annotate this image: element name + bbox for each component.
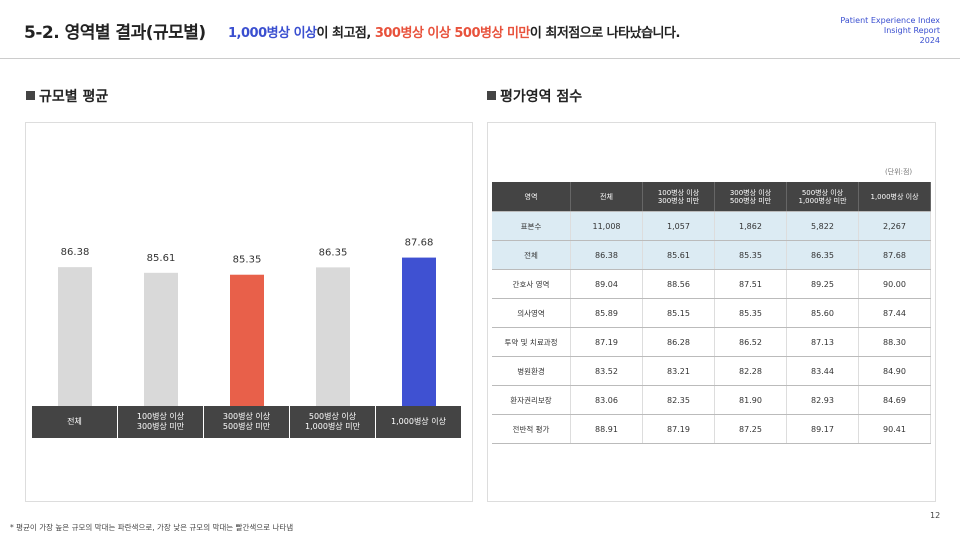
column-header: 500병상 이상 1,000병상 미만 <box>786 182 859 212</box>
bar <box>402 257 436 406</box>
row-header: 전체 <box>492 240 571 270</box>
table-cell: 83.52 <box>570 356 643 386</box>
headline-part: 1,000병상 이상 <box>228 26 317 41</box>
category-label: 500병상 이상 1,000병상 미만 <box>290 406 375 438</box>
header-row: 영역 전체 100병상 이상 300병상 미만 300병상 이상 500병상 미만 50… <box>492 182 931 212</box>
table-cell: 87.25 <box>714 414 787 444</box>
category-label: 1,000병상 이상 <box>376 406 461 438</box>
section-title: 규모별 평균 <box>26 86 108 106</box>
table-cell: 83.06 <box>570 385 643 415</box>
table-row: 환자권리보장 83.06 82.35 81.90 82.93 84.69 <box>492 385 931 415</box>
brand-line: 2024 <box>919 36 940 45</box>
headline: 1,000병상 이상이 최고점, 300병상 이상 500병상 미만이 최저점으… <box>228 22 680 41</box>
unit-note: (단위:점) <box>885 168 913 176</box>
table-cell: 82.93 <box>786 385 859 415</box>
table-row: 병원환경 83.52 83.21 82.28 83.44 84.90 <box>492 356 931 386</box>
category-label: 전체 <box>32 406 117 438</box>
value-label: 86.38 <box>61 247 90 258</box>
column-header: 300병상 이상 500병상 미만 <box>714 182 787 212</box>
table-cell: 87.19 <box>570 327 643 357</box>
value-label: 86.35 <box>319 247 348 258</box>
table-panel <box>487 122 936 502</box>
table-cell: 86.38 <box>570 240 643 270</box>
table-cell: 85.35 <box>714 240 787 270</box>
row-header: 간호사 영역 <box>492 269 571 299</box>
footnote: * 평균이 가장 높은 규모의 막대는 파란색으로, 가장 낮은 규모의 막대는… <box>10 523 294 532</box>
table-cell: 11,008 <box>570 211 643 241</box>
table-row: 투약 및 치료과정 87.19 86.28 86.52 87.13 88.30 <box>492 327 931 357</box>
headline-part: 300병상 이상 500병상 미만 <box>374 26 531 41</box>
table-cell: 85.60 <box>786 298 859 328</box>
table-cell: 81.90 <box>714 385 787 415</box>
column-header: 100병상 이상 300병상 미만 <box>642 182 715 212</box>
bar <box>58 267 92 406</box>
bar <box>144 272 178 406</box>
headline-part: 이 최고점, <box>316 26 375 41</box>
row-header: 투약 및 치료과정 <box>492 327 571 357</box>
value-label: 85.35 <box>233 255 262 266</box>
headline-part: 이 최저점으로 나타났습니다. <box>529 26 681 41</box>
table-cell: 85.61 <box>642 240 715 270</box>
bar <box>230 274 264 406</box>
value-label: 85.61 <box>147 253 176 264</box>
table-row: 전반적 평가 88.91 87.19 87.25 89.17 90.41 <box>492 414 931 444</box>
score-table: 영역 전체 100병상 이상 300병상 미만 300병상 이상 500병상 미만 50… <box>492 182 931 444</box>
row-header: 병원환경 <box>492 356 571 386</box>
column-header: 1,000병상 이상 <box>858 182 931 212</box>
table-row: 간호사 영역 89.04 88.56 87.51 89.25 90.00 <box>492 269 931 299</box>
table-cell: 82.28 <box>714 356 787 386</box>
table-cell: 85.15 <box>642 298 715 328</box>
slide-title: 5-2. 영역별 결과(규모별) <box>24 23 206 43</box>
brand: Patient Experience Index Insight Report … <box>840 16 940 46</box>
table-cell: 85.35 <box>714 298 787 328</box>
category-label: 100병상 이상 300병상 미만 <box>118 406 203 438</box>
table-row: 의사영역 85.89 85.15 85.35 85.60 87.44 <box>492 298 931 328</box>
value-label: 87.68 <box>405 238 434 249</box>
table-cell: 90.41 <box>858 414 931 444</box>
page-number: 12 <box>930 511 941 520</box>
table-cell: 89.25 <box>786 269 859 299</box>
table-cell: 1,862 <box>714 211 787 241</box>
table-cell: 86.28 <box>642 327 715 357</box>
brand-line: Patient Experience Index <box>840 16 940 25</box>
table-cell: 89.04 <box>570 269 643 299</box>
table-cell: 84.69 <box>858 385 931 415</box>
table-cell: 87.51 <box>714 269 787 299</box>
row-header: 표본수 <box>492 211 571 241</box>
table-cell: 87.13 <box>786 327 859 357</box>
table-cell: 84.90 <box>858 356 931 386</box>
table-cell: 1,057 <box>642 211 715 241</box>
section-title: 평가영역 점수 <box>487 86 582 106</box>
table-cell: 86.35 <box>786 240 859 270</box>
table-cell: 86.52 <box>714 327 787 357</box>
table-row: 전체 86.38 85.61 85.35 86.35 87.68 <box>492 240 931 270</box>
table-cell: 90.00 <box>858 269 931 299</box>
row-header: 환자권리보장 <box>492 385 571 415</box>
table-cell: 83.44 <box>786 356 859 386</box>
brand-line: Insight Report <box>883 26 940 35</box>
chart-panel <box>25 122 473 502</box>
divider <box>0 58 960 59</box>
table-cell: 87.19 <box>642 414 715 444</box>
table-cell: 88.30 <box>858 327 931 357</box>
row-header: 전반적 평가 <box>492 414 571 444</box>
table-cell: 87.68 <box>858 240 931 270</box>
column-header: 전체 <box>570 182 643 212</box>
table-cell: 5,822 <box>786 211 859 241</box>
table-cell: 87.44 <box>858 298 931 328</box>
table-cell: 82.35 <box>642 385 715 415</box>
row-header: 의사영역 <box>492 298 571 328</box>
category-label: 300병상 이상 500병상 미만 <box>204 406 289 438</box>
table-cell: 88.56 <box>642 269 715 299</box>
column-header: 영역 <box>492 182 571 212</box>
table-row: 표본수 11,008 1,057 1,862 5,822 2,267 <box>492 211 931 241</box>
table-cell: 88.91 <box>570 414 643 444</box>
table-cell: 83.21 <box>642 356 715 386</box>
table-cell: 2,267 <box>858 211 931 241</box>
table-cell: 85.89 <box>570 298 643 328</box>
bar <box>316 267 350 406</box>
table-cell: 89.17 <box>786 414 859 444</box>
